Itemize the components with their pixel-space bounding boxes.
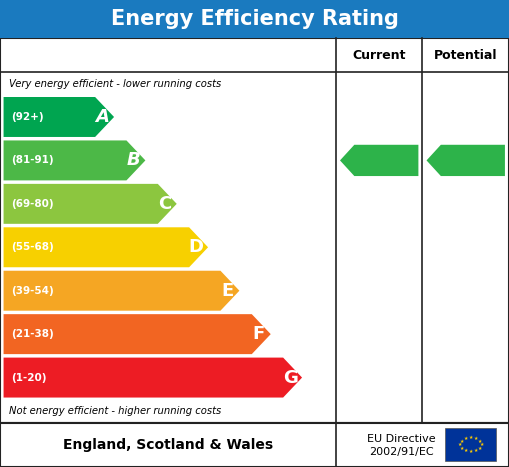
Text: A: A (95, 108, 109, 126)
Text: ★: ★ (463, 436, 468, 441)
Polygon shape (4, 97, 114, 137)
Text: ★: ★ (479, 442, 484, 447)
Text: F: F (253, 325, 265, 343)
Text: (69-80): (69-80) (11, 199, 54, 209)
Text: EU Directive: EU Directive (367, 434, 436, 444)
Text: D: D (189, 238, 204, 256)
Polygon shape (4, 227, 208, 267)
Text: ★: ★ (459, 439, 464, 444)
Text: (81-91): (81-91) (11, 156, 54, 165)
Text: G: G (283, 368, 298, 387)
Text: ★: ★ (478, 446, 483, 451)
Text: (1-20): (1-20) (11, 373, 47, 382)
Bar (445, 428, 496, 461)
Text: Potential: Potential (434, 49, 497, 62)
Bar (0, 38, 509, 423)
Text: ★: ★ (463, 448, 468, 453)
Text: E: E (221, 282, 234, 300)
Text: (55-68): (55-68) (11, 242, 54, 252)
Polygon shape (427, 145, 505, 176)
Bar (0, 423, 509, 467)
Text: C: C (158, 195, 172, 213)
Text: ★: ★ (459, 446, 464, 451)
Bar (0, 0, 509, 38)
Text: Energy Efficiency Rating: Energy Efficiency Rating (110, 9, 399, 29)
Polygon shape (340, 145, 418, 176)
Text: (39-54): (39-54) (11, 286, 54, 296)
Polygon shape (4, 358, 302, 397)
Polygon shape (4, 141, 146, 180)
Text: 81: 81 (371, 150, 402, 170)
Text: Not energy efficient - higher running costs: Not energy efficient - higher running co… (9, 406, 221, 416)
Polygon shape (4, 314, 271, 354)
Text: Very energy efficient - lower running costs: Very energy efficient - lower running co… (9, 78, 221, 89)
Polygon shape (4, 184, 177, 224)
Text: England, Scotland & Wales: England, Scotland & Wales (63, 438, 273, 452)
Polygon shape (4, 271, 239, 311)
Text: ★: ★ (469, 449, 473, 454)
Text: ★: ★ (478, 439, 483, 444)
Text: B: B (127, 151, 140, 170)
Text: (21-38): (21-38) (11, 329, 54, 339)
Text: Current: Current (352, 49, 406, 62)
Text: ★: ★ (458, 442, 462, 447)
Text: ★: ★ (469, 435, 473, 440)
Text: ★: ★ (474, 436, 478, 441)
Text: ★: ★ (474, 448, 478, 453)
Text: (92+): (92+) (11, 112, 44, 122)
Text: 2002/91/EC: 2002/91/EC (370, 447, 434, 457)
Text: 82: 82 (458, 150, 488, 170)
